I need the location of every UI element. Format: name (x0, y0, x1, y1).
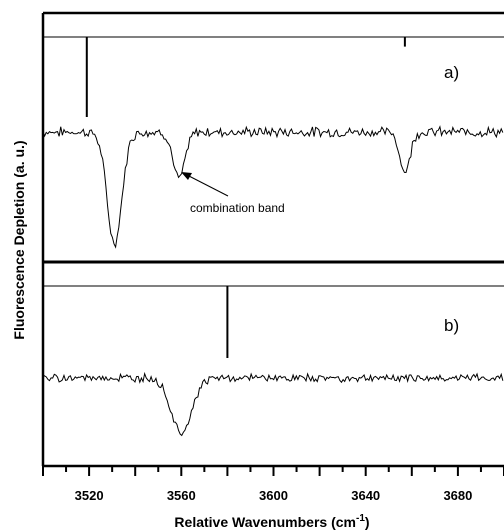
stick-lines-panel-a (85, 37, 406, 117)
x-tick-label: 3680 (443, 488, 472, 503)
combination-band-annotation: combination band (181, 172, 285, 215)
x-tick-label: 3640 (351, 488, 380, 503)
annotation-arrow-line (186, 174, 229, 197)
y-axis-title: Fluorescence Depletion (a. u.) (11, 140, 27, 339)
spectrum-trace-panel-a (42, 125, 504, 249)
x-axis-title-close: ) (365, 514, 370, 530)
annotation-text: combination band (190, 201, 285, 215)
x-tick-label: 3560 (167, 488, 196, 503)
panel-label-a: a) (444, 63, 459, 82)
x-axis-title-main: Relative Wavenumbers (cm (174, 514, 356, 530)
spectrum-trace-panel-b (42, 371, 504, 437)
annotation-arrowhead (181, 172, 192, 180)
x-axis-title: Relative Wavenumbers (cm-1) (174, 513, 369, 530)
x-axis-title-sup: -1 (356, 513, 365, 524)
x-tick-label: 3520 (75, 488, 104, 503)
x-axis-ticks (42, 466, 504, 476)
panel-label-b: b) (444, 316, 459, 335)
x-tick-label: 3600 (259, 488, 288, 503)
x-axis-tick-labels: 3520 3560 3600 3640 3680 (75, 488, 473, 503)
